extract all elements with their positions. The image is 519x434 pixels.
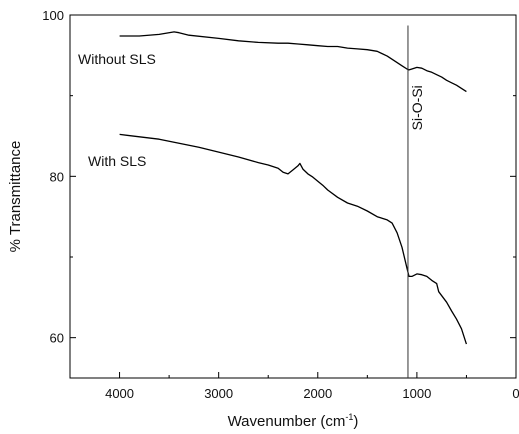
y-tick-label: 100: [42, 8, 64, 23]
series-line-with-sls: [119, 133, 468, 345]
y-axis-ticks: 60 80 100: [42, 8, 516, 346]
y-tick-label: 60: [50, 331, 64, 346]
x-tick-label: 0: [512, 386, 519, 401]
x-axis-ticks: 4000 3000 2000 1000 0: [105, 372, 519, 401]
x-axis-title-main: Wavenumber (cm: [228, 413, 346, 430]
x-axis-title-superscript: -1: [345, 412, 353, 422]
plot-area: 4000 3000 2000 1000 0 60 80 100: [42, 8, 519, 401]
series-line-without-sls: [119, 31, 467, 93]
y-tick-label: 80: [50, 169, 64, 184]
x-axis-title: Wavenumber (cm-1): [228, 412, 359, 430]
x-axis-title-close: ): [353, 413, 358, 430]
x-tick-label: 3000: [204, 386, 233, 401]
x-tick-label: 2000: [303, 386, 332, 401]
y-axis-title: % Transmittance: [7, 141, 24, 253]
series-layer: [119, 31, 468, 345]
series-label-with-sls: With SLS: [88, 153, 146, 169]
plot-frame: [69, 14, 517, 379]
x-tick-label: 1000: [402, 386, 431, 401]
annotation-label-si-o-si: Si-O-Si: [409, 85, 425, 130]
series-label-without-sls: Without SLS: [78, 51, 156, 67]
x-tick-label: 4000: [105, 386, 134, 401]
